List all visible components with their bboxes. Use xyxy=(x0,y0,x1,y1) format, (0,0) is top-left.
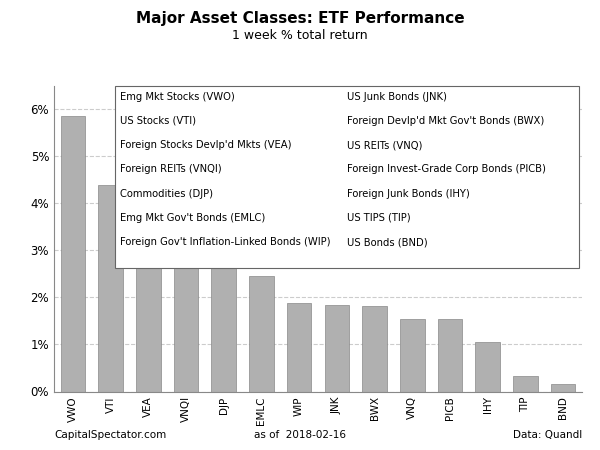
Bar xyxy=(61,116,85,392)
Bar xyxy=(551,384,575,392)
Bar xyxy=(249,276,274,392)
Text: Foreign Junk Bonds (IHY): Foreign Junk Bonds (IHY) xyxy=(347,189,470,199)
Text: Foreign REITs (VNQI): Foreign REITs (VNQI) xyxy=(120,164,221,175)
Text: Foreign Gov't Inflation-Linked Bonds (WIP): Foreign Gov't Inflation-Linked Bonds (WI… xyxy=(120,237,331,248)
FancyBboxPatch shape xyxy=(115,86,580,268)
Text: Major Asset Classes: ETF Performance: Major Asset Classes: ETF Performance xyxy=(136,11,464,26)
Text: Emg Mkt Stocks (VWO): Emg Mkt Stocks (VWO) xyxy=(120,92,235,102)
Text: CapitalSpectator.com: CapitalSpectator.com xyxy=(54,430,166,440)
Text: Emg Mkt Gov't Bonds (EMLC): Emg Mkt Gov't Bonds (EMLC) xyxy=(120,213,265,223)
Text: US Bonds (BND): US Bonds (BND) xyxy=(347,237,428,248)
Bar xyxy=(287,303,311,392)
Text: as of  2018-02-16: as of 2018-02-16 xyxy=(254,430,346,440)
Text: US Junk Bonds (JNK): US Junk Bonds (JNK) xyxy=(347,92,447,102)
Text: Data: Quandl: Data: Quandl xyxy=(513,430,582,440)
Bar xyxy=(438,320,462,392)
Text: Foreign Devlp'd Mkt Gov't Bonds (BWX): Foreign Devlp'd Mkt Gov't Bonds (BWX) xyxy=(347,116,544,126)
Bar xyxy=(362,306,387,392)
Bar xyxy=(136,203,161,392)
Bar xyxy=(98,185,123,392)
Text: Foreign Invest-Grade Corp Bonds (PICB): Foreign Invest-Grade Corp Bonds (PICB) xyxy=(347,164,546,175)
Text: Commodities (DJP): Commodities (DJP) xyxy=(120,189,213,199)
Bar xyxy=(174,209,198,392)
Bar xyxy=(475,342,500,392)
Text: Foreign Stocks Devlp'd Mkts (VEA): Foreign Stocks Devlp'd Mkts (VEA) xyxy=(120,140,292,150)
Text: US Stocks (VTI): US Stocks (VTI) xyxy=(120,116,196,126)
Bar xyxy=(513,377,538,392)
Text: 1 week % total return: 1 week % total return xyxy=(232,29,368,42)
Text: US REITs (VNQ): US REITs (VNQ) xyxy=(347,140,422,150)
Bar xyxy=(325,305,349,392)
Bar xyxy=(400,319,425,392)
Bar xyxy=(211,246,236,392)
Text: US TIPS (TIP): US TIPS (TIP) xyxy=(347,213,410,223)
